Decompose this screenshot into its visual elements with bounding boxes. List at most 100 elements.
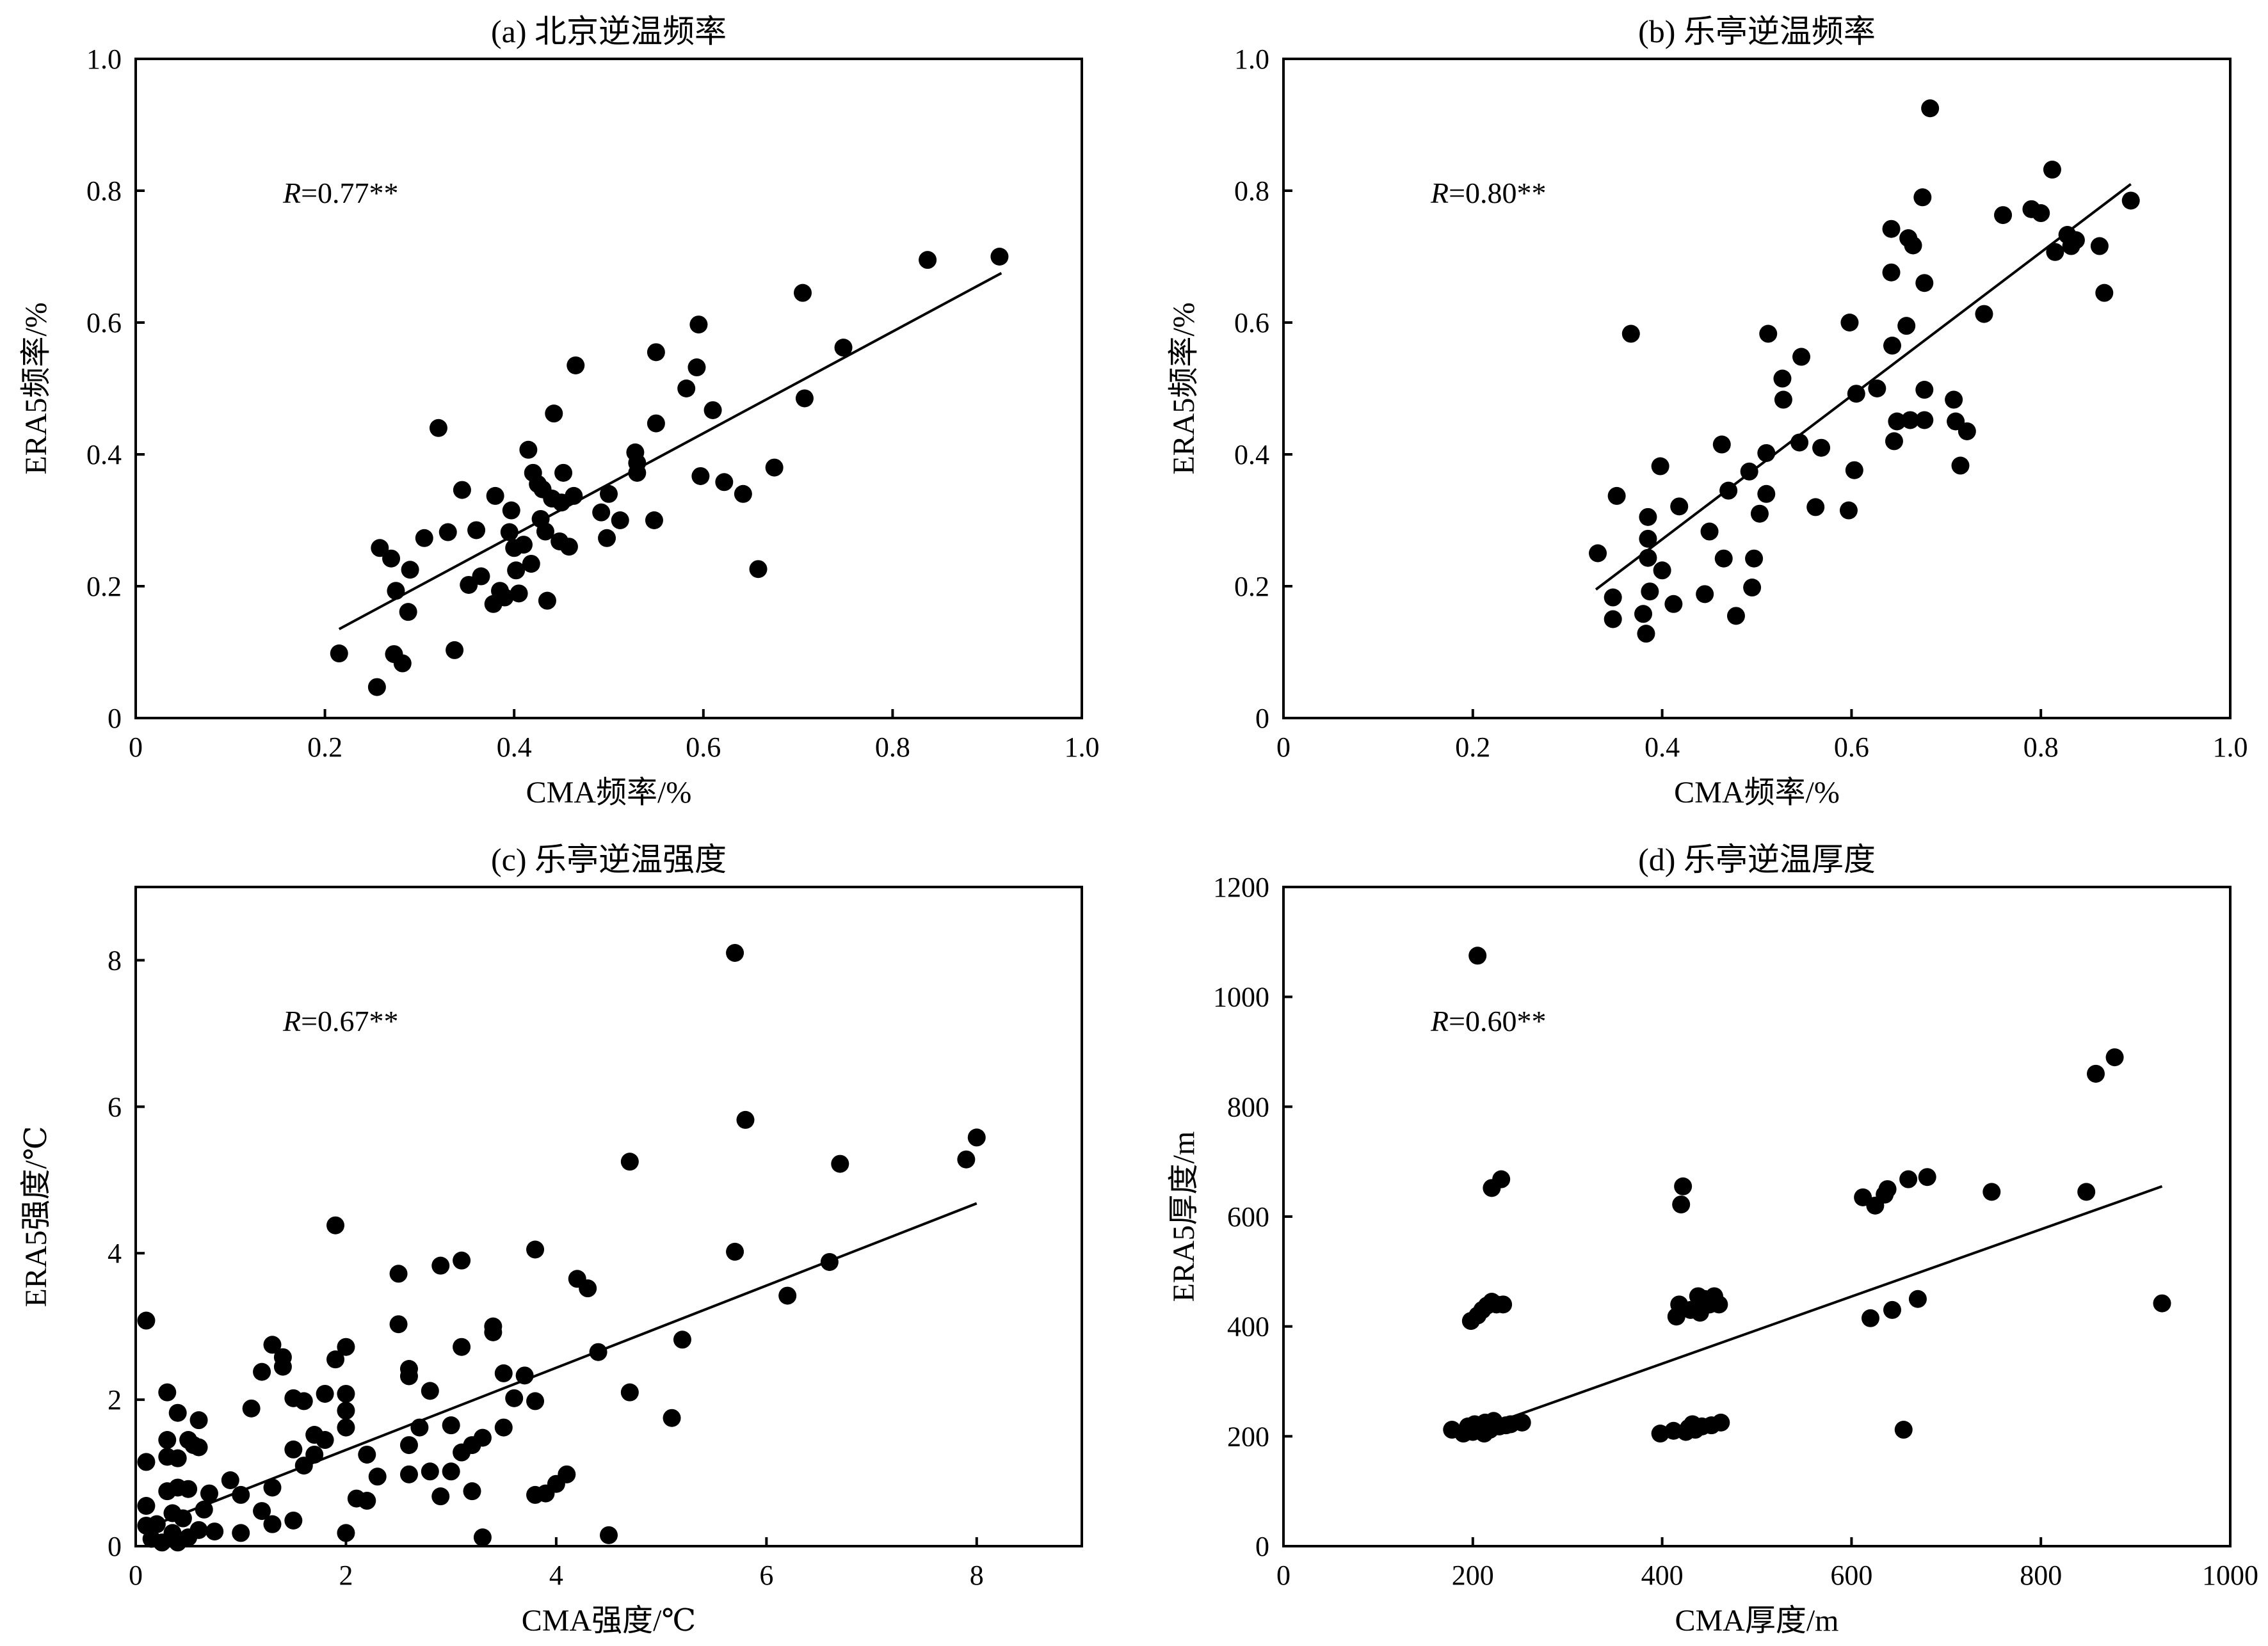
data-point bbox=[263, 1515, 282, 1533]
data-point bbox=[726, 944, 744, 962]
data-point bbox=[689, 316, 708, 334]
data-point bbox=[519, 440, 538, 459]
data-point bbox=[200, 1484, 218, 1503]
y-tick-label: 400 bbox=[1227, 1311, 1269, 1343]
y-tick-label: 0.6 bbox=[1234, 307, 1269, 339]
data-point bbox=[502, 501, 520, 520]
x-tick-label: 1.0 bbox=[2213, 731, 2248, 763]
data-point bbox=[1604, 610, 1622, 628]
data-point bbox=[2043, 161, 2061, 179]
panel-b: (b) 乐亭逆温频率 0 0.2 0.4 0.6 0.8 1.0 0 0.2 0.4 0.6 0.8 1… bbox=[1167, 13, 2248, 810]
y-tick-label: 0 bbox=[108, 703, 122, 734]
data-point bbox=[1888, 412, 1906, 431]
data-point bbox=[168, 1449, 187, 1467]
x-tick-label: 200 bbox=[1452, 1560, 1494, 1591]
data-point bbox=[401, 561, 419, 579]
data-point bbox=[316, 1384, 334, 1403]
y-tick-label: 2 bbox=[108, 1384, 122, 1416]
x-tick-label: 6 bbox=[759, 1560, 773, 1591]
y-tick-label: 0 bbox=[1255, 1531, 1269, 1562]
data-point bbox=[410, 1418, 429, 1437]
data-point bbox=[467, 521, 486, 539]
data-point bbox=[1637, 625, 1655, 643]
data-point bbox=[559, 538, 578, 556]
data-point bbox=[554, 463, 573, 482]
correlation-value: =0.80** bbox=[1449, 177, 1546, 209]
data-point bbox=[1757, 443, 1776, 462]
data-point bbox=[1861, 1309, 1879, 1327]
data-point bbox=[189, 1521, 208, 1539]
plot-frame bbox=[134, 58, 1083, 719]
data-point bbox=[273, 1357, 292, 1376]
data-point bbox=[1712, 435, 1731, 454]
data-point bbox=[1740, 462, 1758, 481]
correlation-symbol: R bbox=[1430, 177, 1449, 209]
x-tick-label: 0 bbox=[129, 731, 143, 763]
data-point bbox=[263, 1478, 282, 1497]
data-point bbox=[628, 463, 647, 482]
y-tick-label: 0 bbox=[1255, 703, 1269, 734]
data-point bbox=[749, 560, 768, 579]
x-tick-label: 0.6 bbox=[1834, 731, 1869, 763]
data-point bbox=[1812, 438, 1831, 457]
data-point bbox=[919, 251, 937, 269]
data-point bbox=[382, 549, 401, 568]
data-point bbox=[158, 1383, 177, 1402]
data-point bbox=[305, 1445, 324, 1464]
chart-title: (d) 乐亭逆温厚度 bbox=[1638, 842, 1876, 877]
data-point bbox=[620, 1153, 639, 1171]
data-point bbox=[438, 523, 457, 541]
data-point bbox=[677, 380, 696, 397]
y-axis-label: ERA5厚度/m bbox=[1167, 1131, 1201, 1302]
data-point bbox=[242, 1399, 261, 1418]
data-point bbox=[1994, 206, 2013, 225]
data-point bbox=[253, 1502, 271, 1521]
data-point bbox=[453, 481, 471, 499]
data-point bbox=[294, 1392, 313, 1410]
data-point bbox=[565, 486, 583, 505]
data-point bbox=[1641, 582, 1659, 601]
data-point bbox=[1915, 411, 1934, 429]
correlation-symbol: R bbox=[282, 177, 301, 209]
x-tick-label: 400 bbox=[1641, 1560, 1684, 1591]
data-point bbox=[1806, 498, 1825, 516]
regression-line bbox=[1472, 1185, 2163, 1432]
data-point bbox=[1672, 1195, 1691, 1214]
data-point bbox=[1883, 1300, 1901, 1319]
y-tick-label: 1000 bbox=[1213, 982, 1269, 1013]
data-point bbox=[1743, 579, 1762, 597]
data-point bbox=[1494, 1295, 1513, 1314]
y-axis-label: ERA5频率/% bbox=[19, 302, 53, 474]
x-axis-label: CMA频率/% bbox=[1674, 776, 1840, 810]
data-point bbox=[691, 467, 710, 485]
data-point bbox=[399, 1436, 418, 1455]
data-point bbox=[1634, 605, 1653, 623]
x-tick-label: 0.8 bbox=[2023, 731, 2059, 763]
data-point bbox=[2095, 284, 2114, 302]
chart-title: (c) 乐亭逆温强度 bbox=[491, 842, 727, 877]
data-point bbox=[158, 1431, 177, 1450]
data-point bbox=[1899, 1170, 1918, 1188]
data-point bbox=[1621, 324, 1640, 343]
data-point bbox=[1883, 337, 1901, 355]
data-point bbox=[195, 1500, 213, 1519]
correlation-annotation: R=0.60** bbox=[1430, 1005, 1547, 1037]
data-point bbox=[510, 584, 528, 603]
y-tick-label: 6 bbox=[108, 1091, 122, 1123]
data-point bbox=[1885, 432, 1903, 451]
data-point bbox=[486, 486, 504, 505]
data-point bbox=[284, 1440, 303, 1458]
panel-a: (a) 北京逆温频率 0 0.2 0.4 0.6 0.8 1.0 0 0.2 0.4 0.6 0.8 1… bbox=[19, 13, 1100, 810]
data-point bbox=[957, 1150, 976, 1169]
data-point bbox=[1757, 484, 1776, 503]
data-point bbox=[1845, 461, 1863, 479]
y-tick-label: 200 bbox=[1227, 1421, 1269, 1452]
data-point bbox=[1982, 1183, 2001, 1201]
data-point bbox=[421, 1462, 439, 1481]
x-tick-label: 0.4 bbox=[497, 731, 532, 763]
data-point bbox=[589, 1343, 607, 1361]
data-point bbox=[1710, 1295, 1728, 1314]
data-point bbox=[2077, 1183, 2096, 1201]
data-point bbox=[515, 1366, 534, 1385]
data-point bbox=[1894, 1421, 1913, 1439]
